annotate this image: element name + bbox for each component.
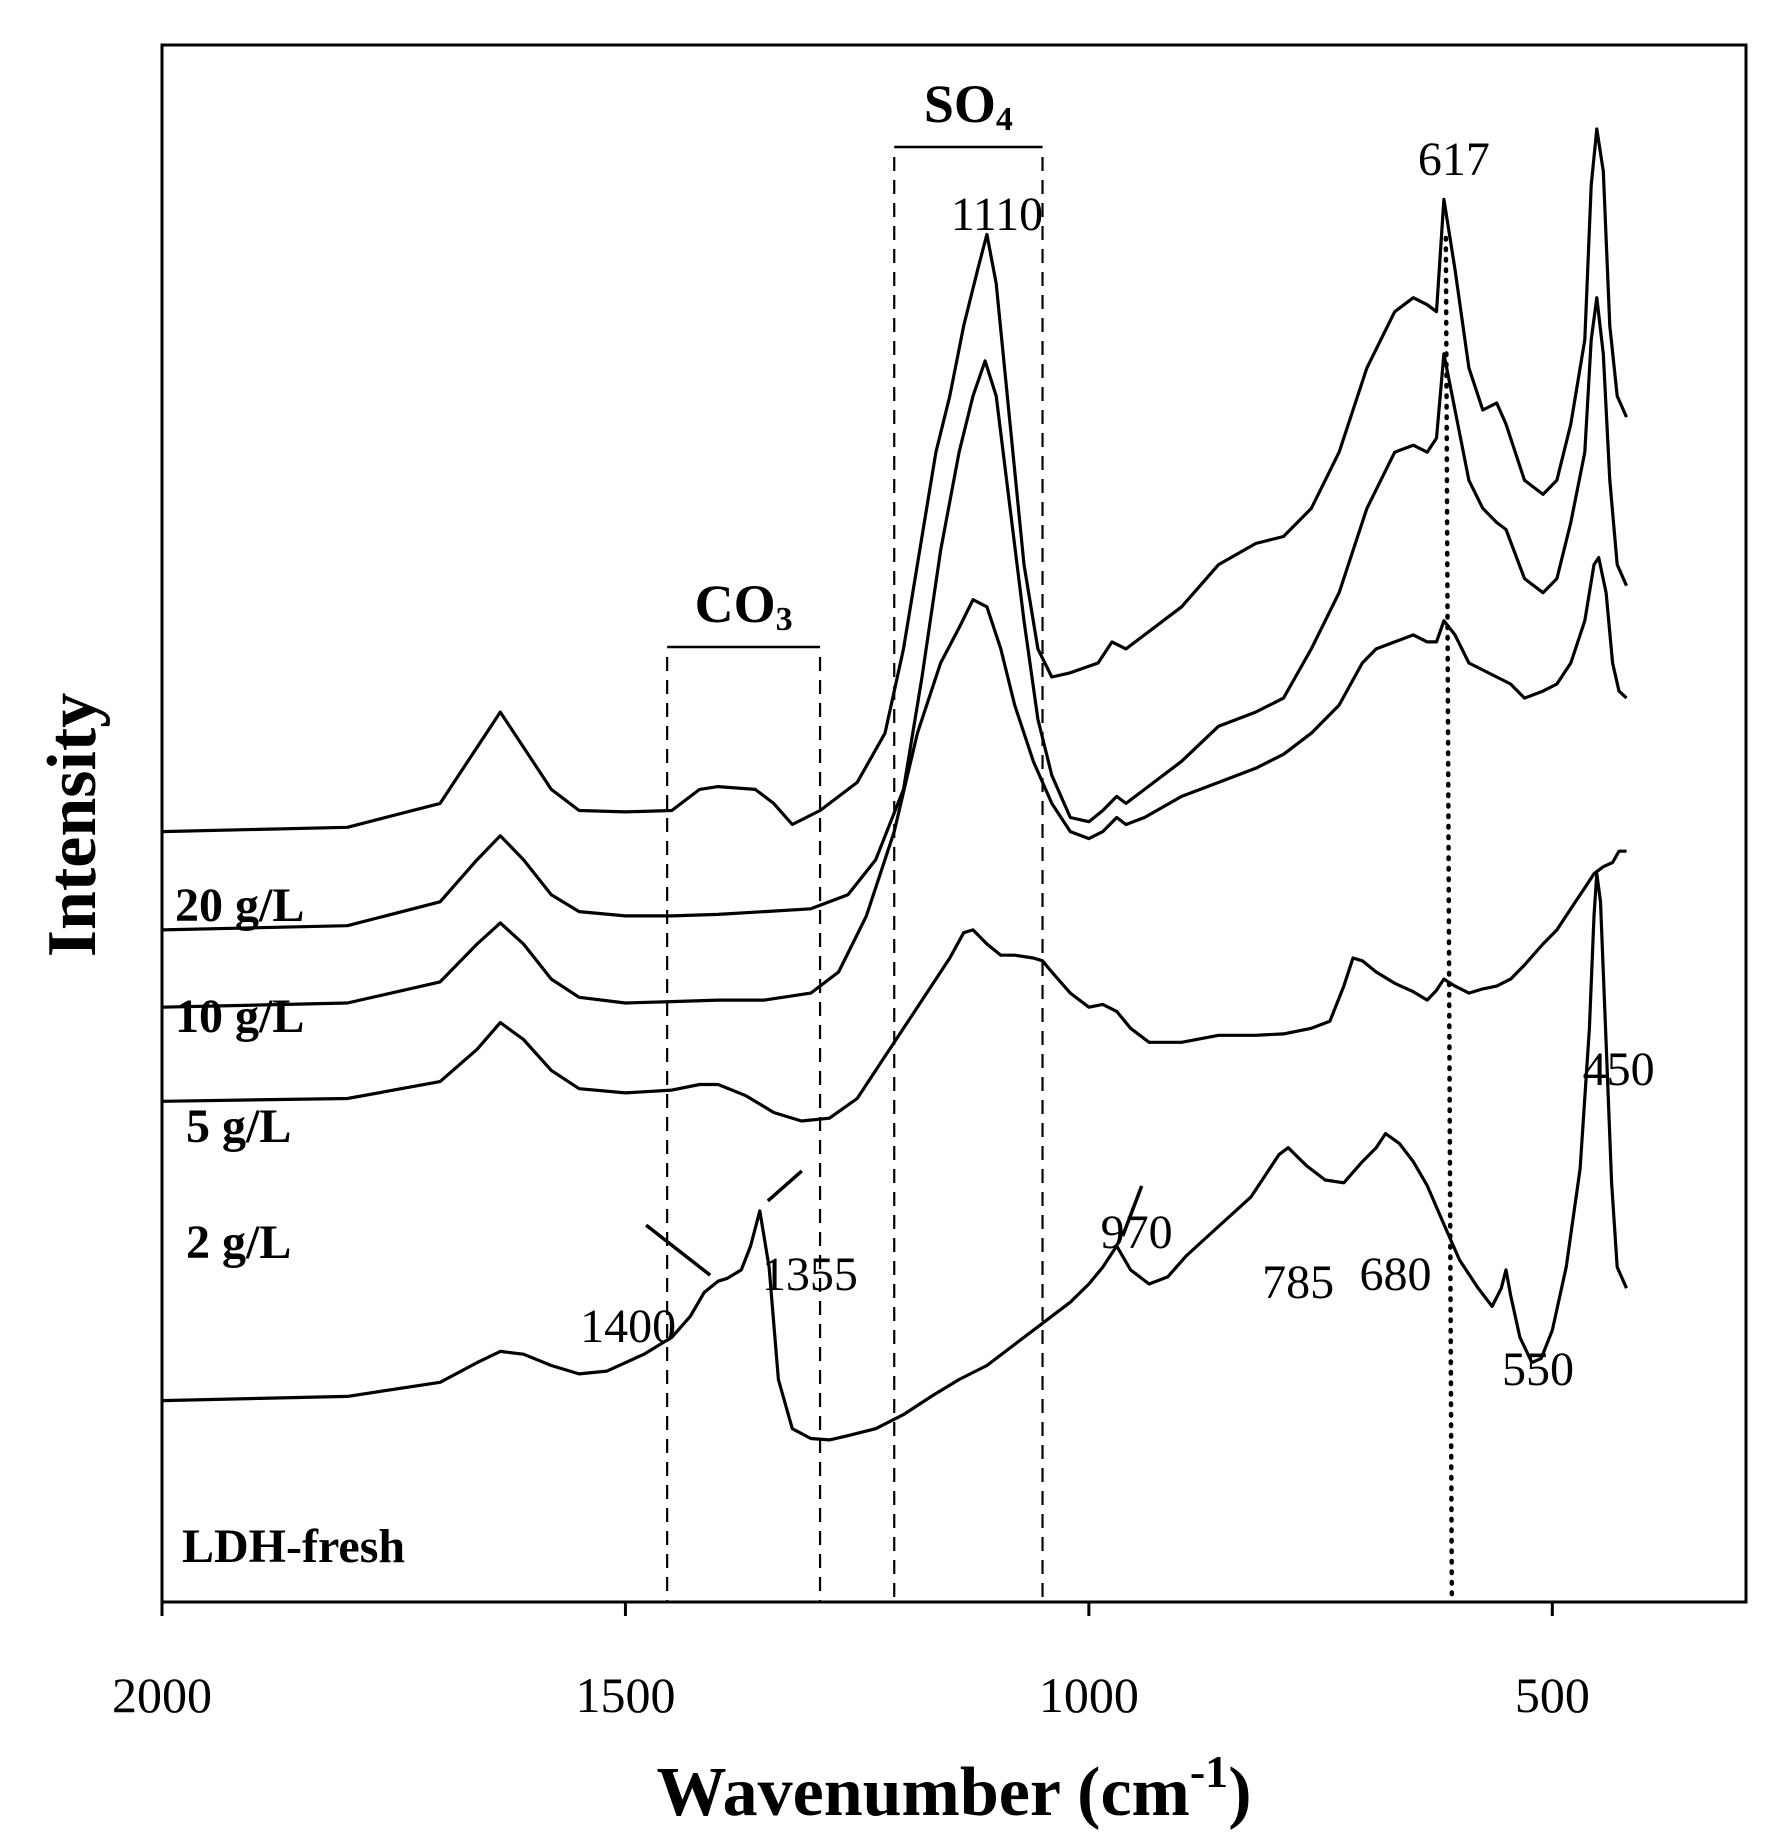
spectrum-label: 5 g/L <box>186 1100 291 1153</box>
x-axis-ticks: 2000 1500 1000 500 <box>112 1602 1590 1723</box>
peak-label: 617 <box>1418 133 1490 186</box>
band-group-brackets: CO3 SO4 <box>666 74 1044 1602</box>
y-axis-title: Intensity <box>34 693 111 957</box>
band-group-label: CO3 <box>695 574 793 638</box>
x-tick-label: 1000 <box>1039 1667 1139 1723</box>
band-group-subscript: 3 <box>776 601 793 638</box>
reference-lines <box>1443 235 1455 1605</box>
spectrum-lines <box>161 127 1628 1442</box>
band-group-subscript: 4 <box>996 101 1013 138</box>
band-group-label: SO4 <box>924 74 1013 138</box>
spectrum-label: LDH-fresh <box>182 1520 405 1573</box>
peak-label: 680 <box>1359 1248 1431 1301</box>
spectrum-line-3 <box>161 556 1628 1009</box>
peak-leader-line <box>766 1169 803 1203</box>
peak-label: 550 <box>1502 1343 1574 1396</box>
peak-label: 785 <box>1262 1256 1334 1309</box>
peak-label: 1355 <box>762 1248 858 1301</box>
x-tick-label: 1500 <box>575 1667 675 1723</box>
spectrum-label: 2 g/L <box>186 1216 291 1269</box>
peak-annotations: 1110 617 450 1400 1355 970 785 680 550 <box>580 133 1655 1396</box>
x-axis-title: Wavenumber (cm-1) <box>656 1746 1251 1831</box>
spectrum-labels: 20 g/L 10 g/L 5 g/L 2 g/L LDH-fresh <box>175 879 405 1573</box>
spectrum-line-5 <box>161 872 1628 1442</box>
x-tick-label: 500 <box>1515 1667 1590 1723</box>
spectrum-line-4 <box>161 849 1627 1123</box>
plot-area-frame <box>160 43 1748 1604</box>
dotted-reference-line <box>1443 235 1455 1605</box>
spectrum-line-1 <box>161 127 1628 834</box>
peak-label: 450 <box>1583 1043 1655 1096</box>
spectrum-label: 20 g/L <box>175 879 304 932</box>
spectrum-line-2 <box>161 296 1628 932</box>
peak-label: 1110 <box>951 188 1043 241</box>
peak-label: 970 <box>1101 1206 1173 1259</box>
peak-leader-line <box>1121 1185 1144 1237</box>
spectrum-label: 10 g/L <box>175 990 304 1043</box>
peak-label: 1400 <box>580 1300 676 1353</box>
x-tick-label: 2000 <box>112 1667 212 1723</box>
peak-leader-line <box>645 1223 712 1277</box>
